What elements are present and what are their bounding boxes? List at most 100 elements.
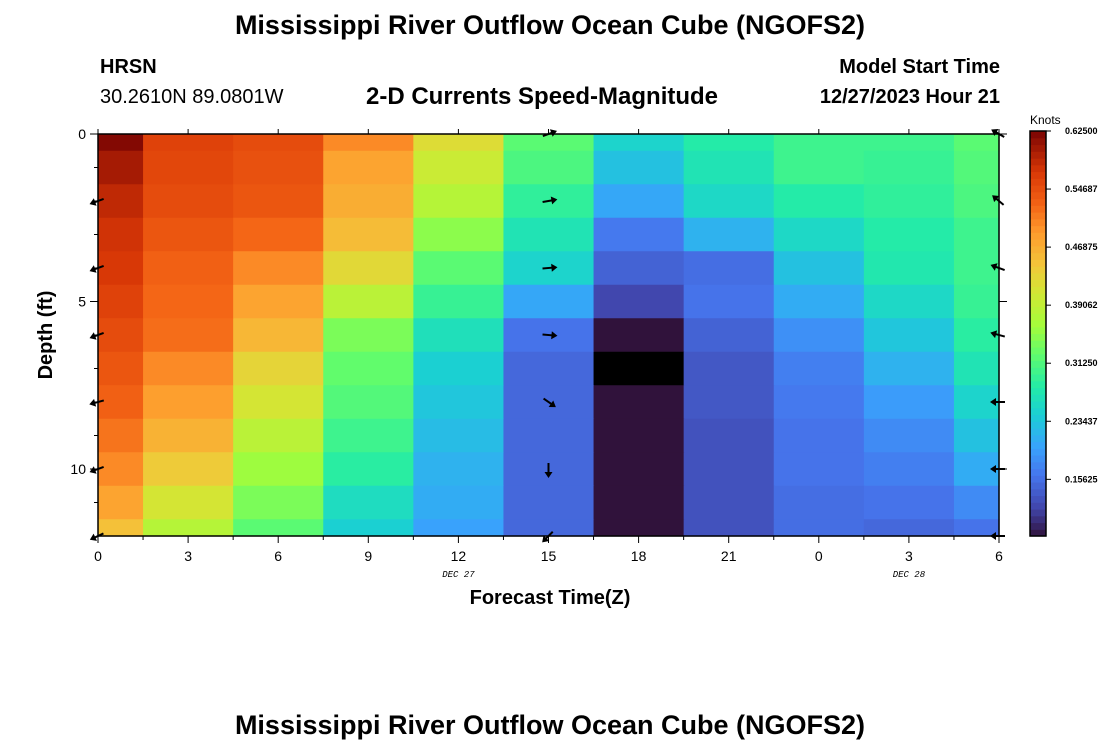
footer-title: Mississippi River Outflow Ocean Cube (NG… (234, 710, 866, 740)
heatmap-cell (953, 351, 1000, 386)
heatmap-cell (503, 485, 595, 520)
heatmap-cell (233, 452, 324, 487)
colorbar-segment (1030, 482, 1046, 490)
heatmap-cell (683, 452, 775, 487)
heatmap-cell (143, 485, 234, 520)
arrow-head (542, 535, 550, 543)
arrow-head (990, 465, 996, 473)
colorbar-segment (1030, 164, 1046, 173)
colorbar-segment (1030, 239, 1046, 247)
colorbar-segment (1030, 488, 1046, 497)
colorbar-segment (1030, 495, 1046, 503)
heatmap-cell (413, 134, 505, 152)
heatmap-cell (98, 150, 144, 185)
heatmap-cell (863, 134, 955, 152)
colorbar-segment (1030, 529, 1046, 537)
colorbar-segment (1030, 468, 1046, 476)
model-start-value: 12/27/2023 Hour 21 (819, 86, 1000, 108)
colorbar-segment (1030, 178, 1046, 186)
colorbar-segment (1030, 340, 1046, 348)
heatmap-cell (863, 385, 955, 420)
x-tick-label: 3 (905, 548, 913, 564)
heatmap-cell (503, 418, 595, 453)
colorbar-segment (1030, 475, 1046, 483)
colorbar-segment (1030, 320, 1046, 328)
colorbar-segment (1030, 387, 1046, 395)
station-coordinates: 30.2610N 89.0801W (100, 86, 284, 108)
heatmap-cell (413, 284, 505, 319)
heatmap-cell (683, 385, 775, 420)
heatmap-cell (863, 150, 955, 185)
heatmap-cell (143, 318, 234, 353)
heatmap-cell (143, 251, 234, 286)
colorbar-segment (1030, 455, 1046, 463)
arrow-head (549, 129, 557, 137)
heatmap-cell (503, 519, 595, 537)
colorbar-tick-label: 0.15625 (1065, 474, 1098, 484)
arrow-head (990, 398, 996, 406)
heatmap-cell (683, 351, 775, 386)
arrow-head (551, 331, 558, 340)
arrow-head (89, 265, 97, 273)
heatmap-cell (593, 452, 685, 487)
heatmap-cell (773, 150, 865, 185)
heatmap-cell (953, 217, 1000, 252)
colorbar-segment (1030, 137, 1046, 146)
heatmap-cell (413, 385, 505, 420)
heatmap-cell (863, 485, 955, 520)
heatmap-cell (683, 318, 775, 353)
colorbar-segment (1030, 259, 1046, 267)
heatmap-cell (143, 150, 234, 185)
heatmap-cell (863, 418, 955, 453)
colorbar-segment (1030, 232, 1046, 240)
heatmap-cell (143, 351, 234, 386)
heatmap-cell (953, 150, 1000, 185)
arrow-head (990, 263, 998, 271)
heatmap-cell (953, 251, 1000, 286)
heatmap-cell (593, 251, 685, 286)
x-tick-label: 0 (94, 548, 102, 564)
chart-main-title: Mississippi River Outflow Ocean Cube (NG… (234, 10, 866, 40)
x-tick-label: 0 (815, 548, 823, 564)
heatmap-cell (503, 284, 595, 319)
heatmap-cell (323, 284, 414, 319)
heatmap-cell (953, 184, 1000, 219)
heatmap-cell (233, 519, 324, 537)
arrow-head (551, 263, 558, 272)
colorbar-tick-label: 0.46875 (1065, 242, 1098, 252)
heatmap-cell (413, 519, 505, 537)
colorbar-segment (1030, 272, 1046, 281)
colorbar-segment (1030, 333, 1046, 341)
colorbar-segment (1030, 407, 1046, 416)
heatmap-cell (863, 452, 955, 487)
heatmap-cell (98, 184, 144, 219)
heatmap-cell (143, 418, 234, 453)
heatmap-cell (413, 251, 505, 286)
heatmap-cell (683, 519, 775, 537)
heatmap-cell (323, 351, 414, 386)
heatmap-cells (98, 134, 1000, 537)
heatmap-cell (773, 134, 865, 152)
heatmap-cell (143, 284, 234, 319)
heatmap-cell (773, 217, 865, 252)
heatmap-cell (503, 150, 595, 185)
heatmap-cell (323, 134, 414, 152)
x-axis-label: Forecast Time(Z) (470, 587, 631, 609)
heatmap-cell (413, 418, 505, 453)
heatmap-cell (593, 134, 685, 152)
heatmap-cell (233, 385, 324, 420)
heatmap-cell (143, 452, 234, 487)
heatmap-cell (98, 251, 144, 286)
heatmap-cell (773, 385, 865, 420)
colorbar-segment (1030, 441, 1046, 449)
heatmap-cell (233, 284, 324, 319)
heatmap-cell (593, 385, 685, 420)
heatmap-cell (593, 519, 685, 537)
heatmap-cell (863, 217, 955, 252)
colorbar-segment (1030, 360, 1046, 368)
colorbar-segment (1030, 448, 1046, 456)
heatmap-cell (98, 418, 144, 453)
heatmap-cell (503, 134, 595, 152)
heatmap-cell (98, 284, 144, 319)
colorbar-frame (1029, 130, 1047, 537)
